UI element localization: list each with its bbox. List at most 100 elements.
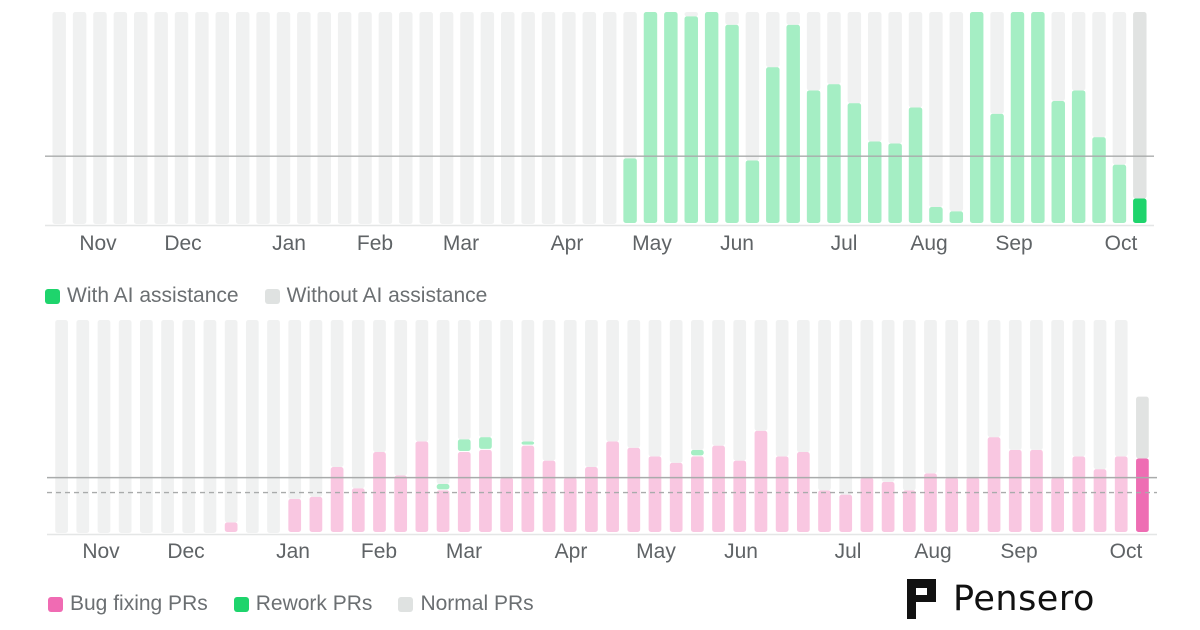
legend-item-with-ai[interactable]: With AI assistance <box>45 284 239 308</box>
bar-segment-bug-fixing-prs <box>224 522 238 532</box>
bar-segment-without-ai-assistance <box>72 12 87 224</box>
bar-segment-with-ai-assistance <box>786 24 800 223</box>
bar-segment-bug-fixing-prs <box>436 490 450 532</box>
bar-segment-normal-prs <box>839 320 853 495</box>
pink-square-icon <box>48 596 63 612</box>
x-tick-label: Dec <box>167 540 204 563</box>
brand-logo: Pensero <box>905 577 1095 621</box>
bar-segment-without-ai-assistance <box>235 12 250 224</box>
bar-segment-bug-fixing-prs <box>924 473 937 532</box>
legend-pr-types: Bug fixing PRs Rework PRs Normal PRs <box>48 592 534 616</box>
bar-segment-with-ai-assistance <box>969 12 984 223</box>
bar-segment-bug-fixing-prs <box>521 445 535 532</box>
bar-segment-normal-prs <box>330 320 344 467</box>
bar-segment-bug-fixing-prs <box>648 456 662 532</box>
green-square-icon <box>233 596 249 612</box>
bar-segment-normal-prs <box>754 320 768 431</box>
bar-segment-with-ai-assistance <box>1051 101 1065 223</box>
bar-segment-bug-fixing-prs <box>669 462 683 532</box>
bar-segment-rework-prs <box>691 449 704 456</box>
bar-segment-without-ai-assistance <box>501 12 515 224</box>
legend-item-normal[interactable]: Normal PRs <box>398 592 534 616</box>
x-tick-label: Sep <box>1000 540 1037 563</box>
x-tick-label: Jan <box>272 232 306 255</box>
legend-item-rework[interactable]: Rework PRs <box>233 592 372 616</box>
bar-segment-normal-prs <box>796 320 810 453</box>
bar-segment-bug-fixing-prs <box>1008 449 1022 532</box>
bar-segment-without-ai-assistance <box>766 12 780 68</box>
bar-segment-normal-prs <box>1093 320 1107 470</box>
bar-segment-bug-fixing-prs <box>1093 469 1107 532</box>
bar-segment-without-ai-assistance <box>1051 12 1065 102</box>
bar-segment-normal-prs <box>118 320 132 533</box>
bar-segment-bug-fixing-prs <box>351 488 365 532</box>
bar-segment-bug-fixing-prs <box>966 477 980 532</box>
legend-label-bug-fixing: Bug fixing PRs <box>70 592 208 615</box>
green-square-icon <box>45 288 60 304</box>
bar-segment-bug-fixing-prs <box>627 447 641 532</box>
bar-segment-with-ai-assistance <box>949 211 964 223</box>
legend-item-without-ai[interactable]: Without AI assistance <box>264 284 487 308</box>
x-tick-label: Jul <box>831 232 858 255</box>
bar-segment-bug-fixing-prs <box>712 445 725 532</box>
bar-segment-without-ai-assistance <box>684 12 698 17</box>
bar-segment-with-ai-assistance <box>766 67 780 224</box>
bar-segment-with-ai-assistance <box>888 143 902 223</box>
bar-segment-normal-prs <box>563 320 577 478</box>
bar-segment-bug-fixing-prs <box>1051 477 1064 532</box>
bar-segment-normal-prs <box>182 320 196 533</box>
bar-segment-without-ai-assistance <box>1071 12 1086 91</box>
bar-segment-without-ai-assistance <box>52 12 66 224</box>
bar-segment-bug-fixing-prs <box>394 475 408 532</box>
x-tick-label: Jun <box>724 540 758 563</box>
bar-segment-without-ai-assistance <box>93 12 107 224</box>
bar-segment-normal-prs <box>394 320 408 476</box>
bar-segment-normal-prs <box>457 320 471 440</box>
bar-segment-without-ai-assistance <box>541 12 556 224</box>
bar-segment-with-ai-assistance <box>908 107 923 223</box>
bar-segment-bug-fixing-prs <box>373 452 386 532</box>
x-tick-label: Mar <box>443 232 479 255</box>
bar-segment-without-ai-assistance <box>868 12 882 142</box>
gray-square-icon <box>398 596 414 612</box>
bar-segment-rework-prs <box>457 439 471 452</box>
bar-segment-with-ai-assistance <box>827 84 841 223</box>
bar-segment-bug-fixing-prs <box>860 477 874 532</box>
bar-segment-without-ai-assistance <box>929 12 943 208</box>
bar-segment-normal-prs <box>436 320 450 485</box>
bar-segment-without-ai-assistance <box>786 12 800 25</box>
bar-segment-with-ai-assistance <box>684 16 698 223</box>
bar-segment-without-ai-assistance <box>215 12 230 224</box>
bar-segment-bug-fixing-prs <box>309 496 323 532</box>
bar-segment-with-ai-assistance <box>725 24 739 223</box>
bar-segment-without-ai-assistance <box>562 12 576 224</box>
x-tick-label: Aug <box>910 232 947 255</box>
bar-segment-bug-fixing-prs <box>945 477 959 532</box>
bar-segment-bug-fixing-prs <box>902 490 916 532</box>
bar-segment-normal-prs <box>669 320 683 463</box>
bar-segment-normal-prs <box>97 320 111 533</box>
bar-segment-normal-prs <box>373 320 386 453</box>
bar-segment-without-ai-assistance <box>827 12 841 85</box>
bar-segment-bug-fixing-prs <box>606 441 619 532</box>
x-tick-label: Apr <box>555 540 588 563</box>
bar-segment-with-ai-assistance <box>929 207 943 223</box>
bar-segment-normal-prs <box>1072 320 1086 457</box>
bar-segment-normal-prs <box>648 320 662 457</box>
bar-segment-bug-fixing-prs <box>1114 456 1128 532</box>
bar-segment-without-ai-assistance <box>1092 12 1106 138</box>
bar-segment-normal-prs <box>1030 320 1043 450</box>
x-tick-label: Feb <box>357 232 393 255</box>
bar-segment-normal-prs <box>691 320 704 450</box>
bar-segment-without-ai-assistance <box>256 12 270 224</box>
bar-segment-with-ai-assistance <box>1112 164 1127 223</box>
legend-label-with-ai: With AI assistance <box>67 284 239 307</box>
bar-segment-bug-fixing-prs <box>818 490 831 532</box>
bar-segment-without-ai-assistance <box>480 12 495 224</box>
legend-item-bug-fixing[interactable]: Bug fixing PRs <box>48 592 208 616</box>
x-tick-label: Apr <box>551 232 584 255</box>
bar-segment-normal-prs <box>987 320 1001 438</box>
bar-segment-bug-fixing-prs <box>775 456 789 532</box>
bar-segment-normal-prs <box>415 320 429 442</box>
